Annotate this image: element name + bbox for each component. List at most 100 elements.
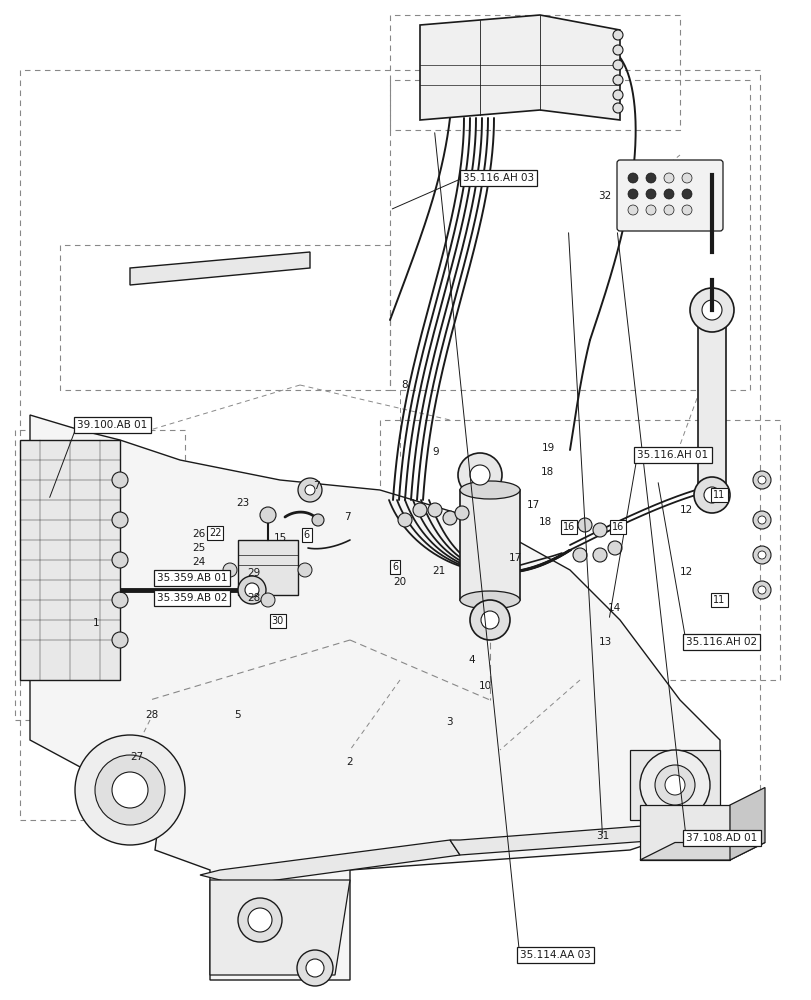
Polygon shape xyxy=(200,840,460,885)
Polygon shape xyxy=(210,880,350,975)
Text: 35.116.AH 02: 35.116.AH 02 xyxy=(685,637,757,647)
Text: 18: 18 xyxy=(540,467,553,477)
FancyBboxPatch shape xyxy=(616,160,722,231)
Polygon shape xyxy=(729,787,764,860)
Circle shape xyxy=(693,477,729,513)
Text: 17: 17 xyxy=(526,500,539,510)
Circle shape xyxy=(612,75,622,85)
Circle shape xyxy=(247,908,272,932)
Circle shape xyxy=(311,514,324,526)
Text: 12: 12 xyxy=(679,567,692,577)
Circle shape xyxy=(639,750,709,820)
Text: 29: 29 xyxy=(247,568,260,578)
Circle shape xyxy=(297,950,333,986)
Text: 8: 8 xyxy=(401,380,407,390)
Text: 27: 27 xyxy=(130,752,143,762)
Text: 39.100.AB 01: 39.100.AB 01 xyxy=(77,420,148,430)
Text: 14: 14 xyxy=(607,603,620,613)
Text: 16: 16 xyxy=(562,522,575,532)
Circle shape xyxy=(573,548,586,562)
Polygon shape xyxy=(460,490,519,600)
Text: 21: 21 xyxy=(431,566,444,576)
Text: 9: 9 xyxy=(431,447,438,457)
Circle shape xyxy=(260,507,276,523)
Circle shape xyxy=(306,959,324,977)
Circle shape xyxy=(663,189,673,199)
Text: 10: 10 xyxy=(478,681,491,691)
Circle shape xyxy=(757,586,765,594)
Text: 17: 17 xyxy=(508,553,521,563)
Circle shape xyxy=(752,471,770,489)
Polygon shape xyxy=(20,440,120,680)
Polygon shape xyxy=(30,415,719,980)
Circle shape xyxy=(757,476,765,484)
Text: 35.116.AH 03: 35.116.AH 03 xyxy=(462,173,534,183)
Text: 19: 19 xyxy=(542,443,555,453)
Circle shape xyxy=(305,485,315,495)
Text: 2: 2 xyxy=(345,757,352,767)
Text: 7: 7 xyxy=(313,481,320,491)
Circle shape xyxy=(646,173,655,183)
Circle shape xyxy=(681,189,691,199)
Circle shape xyxy=(95,755,165,825)
Polygon shape xyxy=(639,805,729,860)
Text: 1: 1 xyxy=(92,618,99,628)
Polygon shape xyxy=(639,842,764,860)
Circle shape xyxy=(112,472,128,488)
Circle shape xyxy=(470,600,509,640)
Text: 11: 11 xyxy=(712,595,725,605)
Circle shape xyxy=(260,593,275,607)
Circle shape xyxy=(298,478,322,502)
Text: 25: 25 xyxy=(192,543,205,553)
Circle shape xyxy=(592,523,607,537)
Circle shape xyxy=(612,90,622,100)
Circle shape xyxy=(752,511,770,529)
Text: 37.108.AD 01: 37.108.AD 01 xyxy=(685,833,757,843)
Circle shape xyxy=(457,453,501,497)
Text: 15: 15 xyxy=(273,533,286,543)
Text: 16: 16 xyxy=(611,522,624,532)
Text: 18: 18 xyxy=(539,517,551,527)
Polygon shape xyxy=(629,750,719,820)
Ellipse shape xyxy=(460,481,519,499)
Circle shape xyxy=(298,563,311,577)
Circle shape xyxy=(75,735,185,845)
Text: 35.114.AA 03: 35.114.AA 03 xyxy=(519,950,590,960)
Circle shape xyxy=(245,583,259,597)
Text: 5: 5 xyxy=(234,710,240,720)
Bar xyxy=(697,310,725,490)
Circle shape xyxy=(757,551,765,559)
Circle shape xyxy=(112,772,148,808)
Circle shape xyxy=(112,632,128,648)
Circle shape xyxy=(703,487,719,503)
Ellipse shape xyxy=(460,591,519,609)
Polygon shape xyxy=(130,252,310,285)
Circle shape xyxy=(664,775,684,795)
Text: 12: 12 xyxy=(679,505,692,515)
Text: 28: 28 xyxy=(145,710,158,720)
Circle shape xyxy=(443,511,457,525)
Text: 35.359.AB 01: 35.359.AB 01 xyxy=(157,573,227,583)
Circle shape xyxy=(646,205,655,215)
Circle shape xyxy=(612,30,622,40)
Text: 32: 32 xyxy=(598,191,611,201)
Circle shape xyxy=(607,541,621,555)
Circle shape xyxy=(112,512,128,528)
Text: 35.116.AH 01: 35.116.AH 01 xyxy=(637,450,708,460)
Circle shape xyxy=(470,465,489,485)
Circle shape xyxy=(223,563,237,577)
Circle shape xyxy=(612,60,622,70)
Circle shape xyxy=(757,516,765,524)
Text: 11: 11 xyxy=(712,490,725,500)
Text: 30: 30 xyxy=(271,616,284,626)
Circle shape xyxy=(427,503,441,517)
Circle shape xyxy=(627,189,637,199)
Circle shape xyxy=(681,205,691,215)
Circle shape xyxy=(689,288,733,332)
Polygon shape xyxy=(419,15,620,120)
Circle shape xyxy=(612,45,622,55)
Circle shape xyxy=(413,503,427,517)
Circle shape xyxy=(627,173,637,183)
Text: 31: 31 xyxy=(595,831,608,841)
Text: 3: 3 xyxy=(445,717,452,727)
